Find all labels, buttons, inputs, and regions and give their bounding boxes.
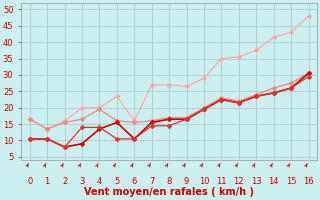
X-axis label: Vent moyen/en rafales ( km/h ): Vent moyen/en rafales ( km/h ) <box>84 187 254 197</box>
